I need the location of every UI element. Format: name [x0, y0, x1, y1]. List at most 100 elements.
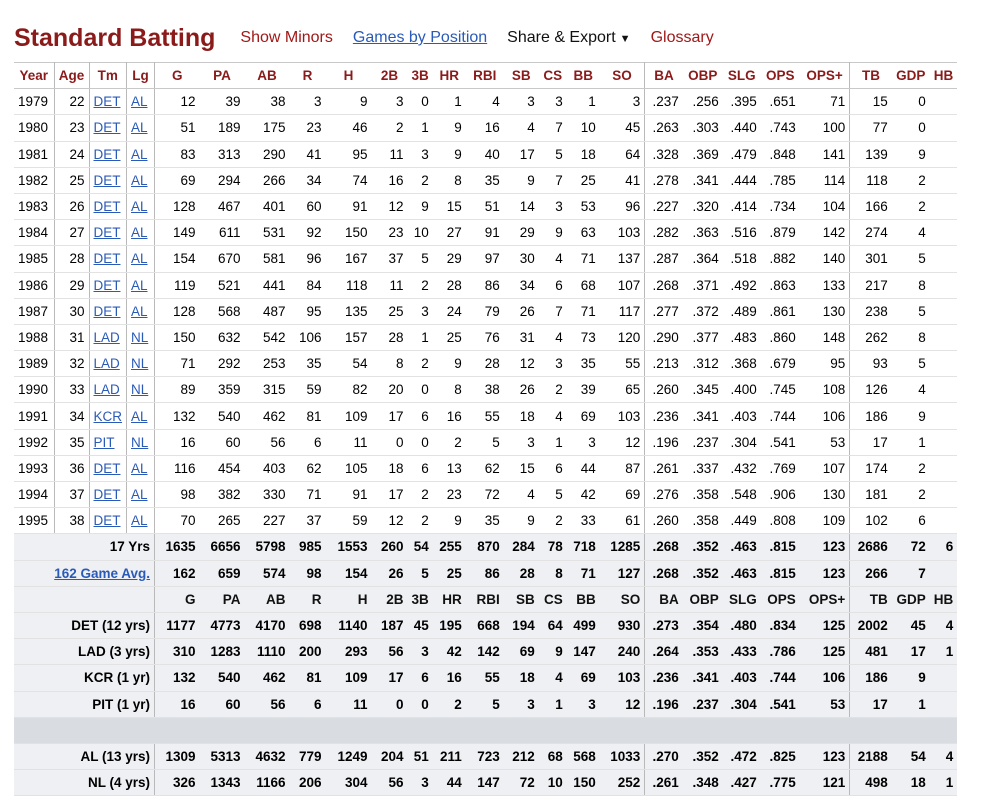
cell-lg[interactable]: NL	[126, 350, 156, 378]
cell-lg[interactable]: AL	[126, 167, 156, 194]
column-header-gdp[interactable]: GDP	[891, 61, 930, 90]
cell-tm[interactable]: DET	[89, 507, 128, 535]
cell-lg[interactable]: NL	[126, 376, 156, 404]
share-export-menu[interactable]: Share & Export ▼	[507, 29, 630, 47]
cell-lg[interactable]: AL	[126, 455, 156, 483]
team-link[interactable]: LAD	[93, 356, 120, 372]
column-header-2b[interactable]: 2B	[371, 61, 408, 90]
column-header-tb[interactable]: TB	[849, 61, 892, 90]
avg-162-row-label[interactable]: 162 Game Avg.	[14, 560, 156, 587]
column-header-r[interactable]: R	[289, 61, 326, 90]
league-link[interactable]: AL	[131, 120, 148, 136]
team-link[interactable]: LAD	[93, 329, 120, 345]
column-header-tm[interactable]: Tm	[89, 61, 128, 90]
cell-tm[interactable]: KCR	[89, 402, 128, 430]
column-header-hb[interactable]: HB	[929, 61, 958, 90]
cell-lg[interactable]: AL	[126, 141, 156, 168]
team-link[interactable]: DET	[93, 225, 121, 241]
league-link[interactable]: AL	[131, 146, 148, 162]
cell-lg[interactable]: AL	[126, 402, 156, 430]
column-header-year[interactable]: Year	[14, 61, 55, 90]
column-header-ab[interactable]: AB	[244, 61, 290, 90]
column-header-lg[interactable]: Lg	[126, 61, 156, 90]
team-link[interactable]: DET	[93, 487, 121, 503]
league-link[interactable]: AL	[131, 460, 148, 476]
cell-tm[interactable]: LAD	[89, 350, 128, 378]
cell-lg[interactable]: AL	[126, 272, 156, 299]
league-link[interactable]: NL	[131, 329, 149, 345]
cell-lg[interactable]: AL	[126, 88, 156, 116]
league-link[interactable]: AL	[131, 277, 148, 293]
team-link[interactable]: DET	[93, 120, 121, 136]
cell-lg[interactable]: AL	[126, 245, 156, 273]
league-link[interactable]: AL	[131, 303, 148, 319]
games-by-position-link[interactable]: Games by Position	[352, 29, 488, 46]
league-link[interactable]: AL	[131, 199, 148, 215]
cell-lg[interactable]: AL	[126, 193, 156, 221]
column-header-hr[interactable]: HR	[432, 61, 466, 90]
cell-lg[interactable]: NL	[126, 324, 156, 352]
cell-tm[interactable]: DET	[89, 88, 128, 116]
team-link[interactable]: DET	[93, 94, 121, 110]
cell-lg[interactable]: AL	[126, 219, 156, 247]
cell-tm[interactable]: DET	[89, 272, 128, 299]
league-link[interactable]: AL	[131, 172, 148, 188]
column-header-slg[interactable]: SLG	[722, 61, 761, 90]
team-link[interactable]: DET	[93, 172, 121, 188]
team-link[interactable]: DET	[93, 146, 121, 162]
team-link[interactable]: DET	[93, 303, 121, 319]
cell-tm[interactable]: DET	[89, 167, 128, 194]
column-header-3b[interactable]: 3B	[407, 61, 433, 90]
cell-tm[interactable]: DET	[89, 481, 128, 509]
cell-tm[interactable]: DET	[89, 114, 128, 142]
column-header-ops[interactable]: OPS	[760, 61, 800, 90]
column-header-rbi[interactable]: RBI	[465, 61, 504, 90]
cell-tm[interactable]: DET	[89, 219, 128, 247]
league-link[interactable]: AL	[131, 251, 148, 267]
cell-tm[interactable]: LAD	[89, 324, 128, 352]
column-header-g[interactable]: G	[154, 61, 200, 90]
league-link[interactable]: AL	[131, 513, 148, 529]
column-header-so[interactable]: SO	[599, 61, 646, 90]
column-header-obp[interactable]: OBP	[682, 61, 723, 90]
cell-lg[interactable]: AL	[126, 298, 156, 325]
team-link[interactable]: DET	[93, 199, 121, 215]
column-header-pa[interactable]: PA	[199, 61, 245, 90]
league-link[interactable]: NL	[131, 356, 149, 372]
show-minors-link[interactable]: Show Minors	[240, 29, 333, 46]
cell-lg[interactable]: AL	[126, 114, 156, 142]
column-header-age[interactable]: Age	[54, 61, 90, 90]
cell-3b: 2	[407, 481, 433, 509]
league-link[interactable]: AL	[131, 225, 148, 241]
column-header-ba[interactable]: BA	[644, 61, 683, 90]
league-link[interactable]: AL	[131, 408, 148, 424]
team-link[interactable]: PIT	[93, 434, 115, 450]
cell-tm[interactable]: LAD	[89, 376, 128, 404]
team-link[interactable]: DET	[93, 251, 121, 267]
column-header-cs[interactable]: CS	[538, 61, 567, 90]
avg-162-link[interactable]: 162 Game Avg.	[54, 565, 151, 581]
cell-lg[interactable]: AL	[126, 507, 156, 535]
glossary-link[interactable]: Glossary	[650, 29, 714, 46]
team-link[interactable]: DET	[93, 513, 121, 529]
cell-tm[interactable]: DET	[89, 298, 128, 325]
league-link[interactable]: NL	[131, 382, 149, 398]
cell-lg[interactable]: NL	[126, 429, 156, 456]
team-link[interactable]: LAD	[93, 382, 120, 398]
league-link[interactable]: AL	[131, 94, 148, 110]
team-link[interactable]: DET	[93, 277, 121, 293]
cell-tm[interactable]: PIT	[89, 429, 128, 456]
team-link[interactable]: KCR	[93, 408, 123, 424]
cell-lg[interactable]: AL	[126, 481, 156, 509]
cell-tm[interactable]: DET	[89, 245, 128, 273]
cell-tm[interactable]: DET	[89, 141, 128, 168]
cell-tm[interactable]: DET	[89, 455, 128, 483]
column-header-ops-[interactable]: OPS+	[799, 61, 851, 90]
column-header-bb[interactable]: BB	[566, 61, 600, 90]
column-header-h[interactable]: H	[325, 61, 372, 90]
team-link[interactable]: DET	[93, 460, 121, 476]
cell-tm[interactable]: DET	[89, 193, 128, 221]
league-link[interactable]: NL	[131, 434, 149, 450]
league-link[interactable]: AL	[131, 487, 148, 503]
column-header-sb[interactable]: SB	[503, 61, 539, 90]
